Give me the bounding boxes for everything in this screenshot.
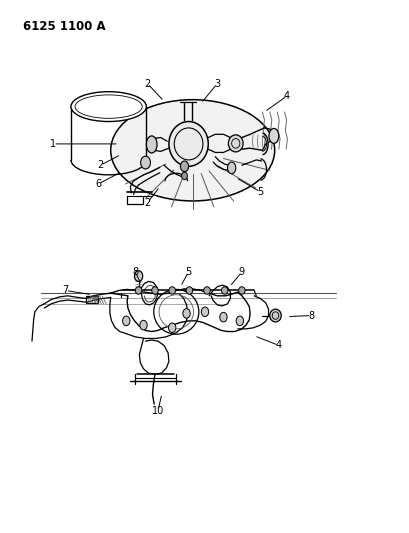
Ellipse shape: [110, 100, 274, 201]
Ellipse shape: [122, 316, 130, 326]
Ellipse shape: [182, 309, 190, 318]
Text: 5: 5: [256, 187, 263, 197]
Text: 8: 8: [308, 311, 314, 320]
Ellipse shape: [168, 323, 175, 333]
Ellipse shape: [228, 135, 243, 152]
Ellipse shape: [139, 320, 147, 330]
Ellipse shape: [140, 156, 150, 169]
Ellipse shape: [236, 316, 243, 326]
Text: 1: 1: [50, 139, 56, 149]
Ellipse shape: [238, 287, 245, 294]
Ellipse shape: [181, 172, 187, 180]
Ellipse shape: [269, 309, 281, 322]
Text: 3: 3: [214, 79, 220, 88]
Text: 4: 4: [275, 341, 281, 350]
Ellipse shape: [227, 162, 235, 174]
Ellipse shape: [71, 92, 146, 122]
Ellipse shape: [203, 287, 210, 294]
Ellipse shape: [219, 312, 227, 322]
Text: 7: 7: [62, 286, 69, 295]
Text: 6125 1100 A: 6125 1100 A: [22, 20, 105, 33]
Text: 5: 5: [185, 267, 191, 277]
Ellipse shape: [201, 307, 208, 317]
Ellipse shape: [135, 287, 142, 294]
Text: 9: 9: [238, 267, 244, 277]
Ellipse shape: [268, 128, 278, 143]
Ellipse shape: [221, 287, 227, 294]
Ellipse shape: [151, 287, 158, 294]
Text: 2: 2: [144, 79, 151, 88]
Text: 2: 2: [144, 198, 151, 207]
Ellipse shape: [146, 136, 157, 153]
Text: 10: 10: [151, 407, 164, 416]
Ellipse shape: [186, 287, 192, 294]
Text: 8: 8: [132, 267, 138, 277]
Ellipse shape: [134, 271, 142, 281]
Text: 2: 2: [97, 160, 103, 170]
Text: 4: 4: [283, 91, 289, 101]
Ellipse shape: [169, 122, 208, 166]
Text: 6: 6: [95, 179, 101, 189]
Ellipse shape: [169, 287, 175, 294]
Ellipse shape: [180, 161, 188, 172]
